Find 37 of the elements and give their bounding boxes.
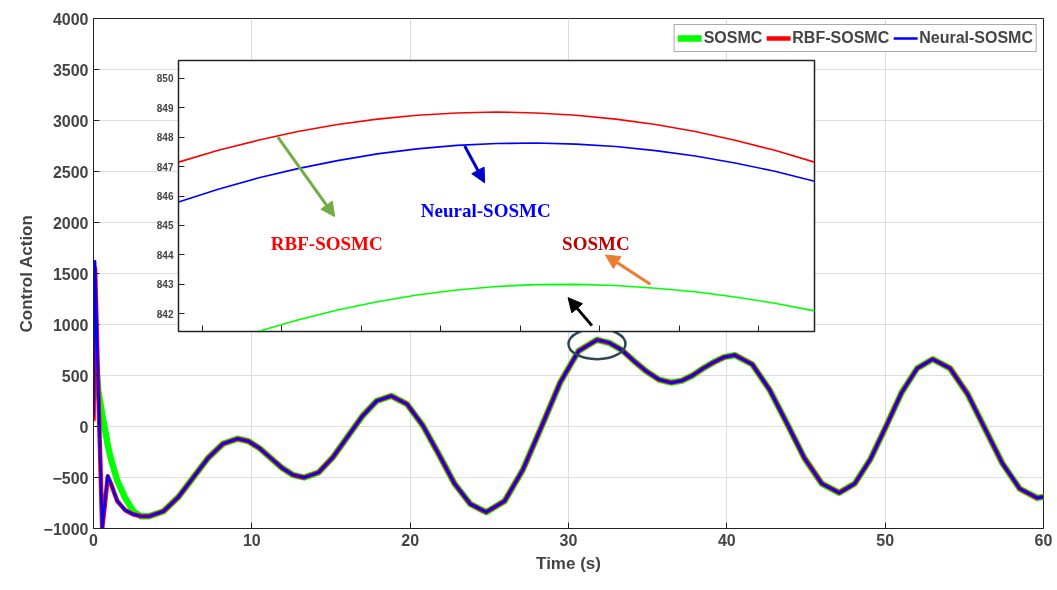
y-tick-label: 2000: [52, 214, 89, 232]
x-tick-label: 20: [401, 531, 420, 549]
y-tick-label: 1000: [52, 316, 89, 334]
y-tick-label: −500: [52, 469, 89, 487]
annotation: Neural-SOSMC: [420, 200, 551, 222]
y-tick-label: 846: [156, 191, 174, 202]
y-tick-label: 1500: [52, 265, 89, 283]
x-tick-label: 30: [559, 531, 578, 549]
x-tick-label: 40: [717, 531, 736, 549]
x-axis-title: Time (s): [536, 553, 601, 573]
legend-label: RBF-SOSMC: [792, 29, 890, 47]
y-tick-label: 844: [156, 249, 174, 261]
y-tick-label: 849: [156, 102, 174, 114]
x-tick-label: 50: [876, 531, 895, 549]
line-series: [178, 111, 815, 163]
y-tick-label: 3000: [52, 112, 89, 130]
y-axis-title: Control Action: [16, 215, 36, 333]
y-tick-label: 2500: [52, 163, 89, 181]
y-tick-label: 842: [156, 308, 174, 320]
legend-label: SOSMC: [703, 29, 763, 47]
y-tick-label: 500: [61, 367, 89, 385]
annotation: RBF-SOSMC: [270, 232, 383, 254]
y-tick-label: 850: [156, 73, 174, 85]
y-tick-label: 847: [156, 161, 174, 173]
y-tick-label: 843: [156, 279, 174, 291]
y-tick-label: 4000: [52, 10, 89, 28]
y-tick-label: −1000: [43, 520, 89, 538]
line-series: [257, 283, 815, 332]
x-tick-label: 10: [242, 531, 261, 549]
y-tick-label: 3500: [52, 61, 89, 79]
x-tick-label: 60: [1034, 531, 1053, 549]
y-tick-label: 848: [156, 132, 174, 144]
annotation: SOSMC: [562, 232, 630, 254]
line-series: [178, 142, 815, 203]
y-tick-label: 845: [156, 220, 174, 232]
legend-label: Neural-SOSMC: [919, 29, 1033, 47]
y-tick-label: 0: [79, 418, 89, 436]
